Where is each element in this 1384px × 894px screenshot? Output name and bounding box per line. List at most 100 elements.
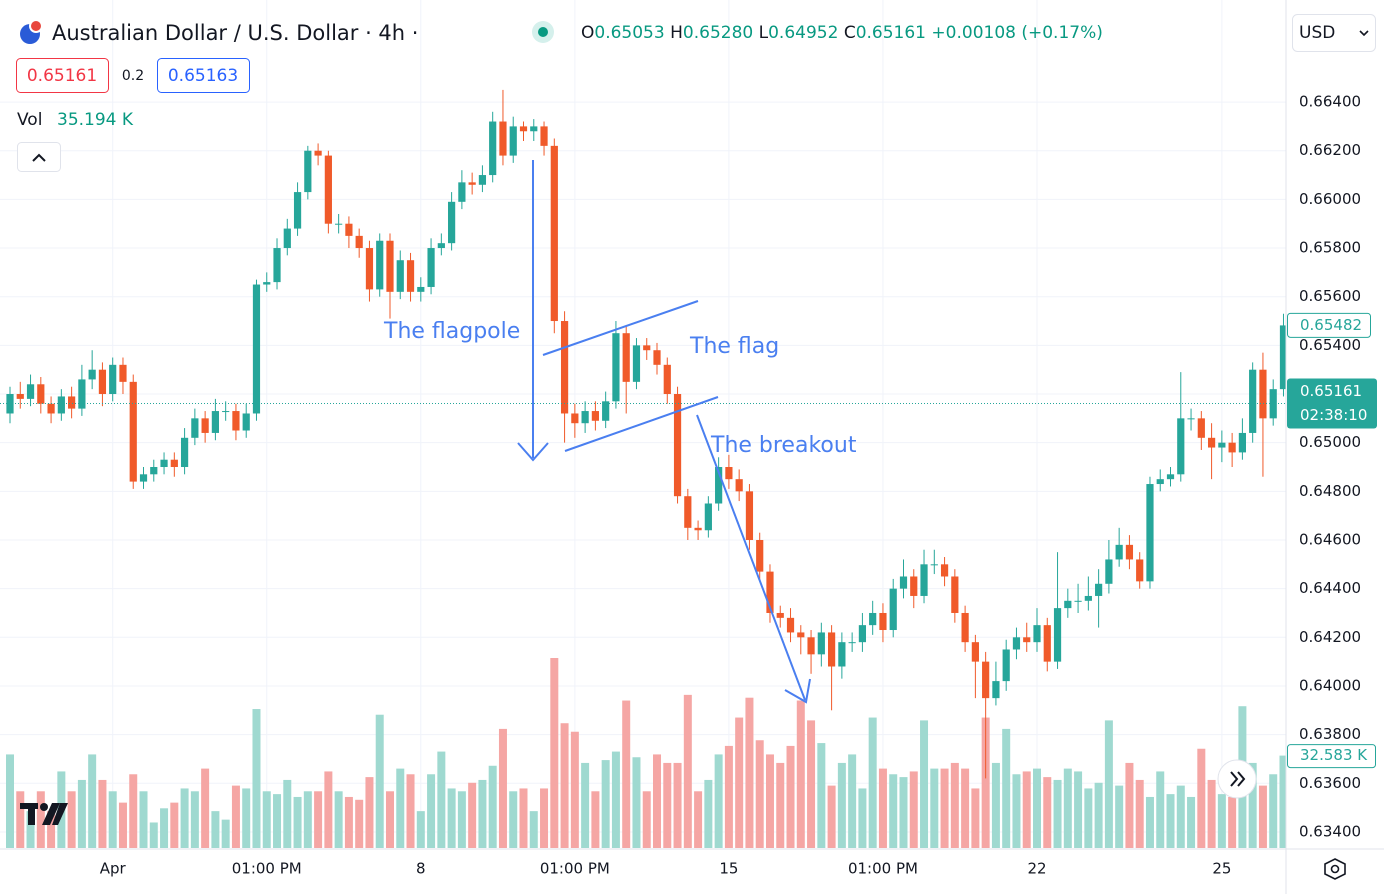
settings-icon[interactable] [1324, 858, 1346, 880]
collapse-button[interactable] [17, 142, 61, 172]
volume-bar [334, 791, 343, 848]
y-tick-label: 0.64400 [1299, 579, 1361, 597]
candle-body [1074, 600, 1082, 602]
arrow-head [784, 678, 811, 704]
candle-body [180, 437, 189, 468]
candle-body [910, 576, 918, 596]
spread: 0.2 [122, 68, 144, 84]
volume-bar [293, 796, 302, 848]
sell-button[interactable] [16, 58, 109, 93]
candles [6, 89, 1288, 779]
candle-body [273, 248, 281, 283]
volume-bar [714, 754, 723, 848]
candle-body [232, 411, 240, 431]
chevron-icon [32, 153, 46, 162]
candle-body [1033, 625, 1041, 643]
volume-bar [252, 709, 261, 848]
candle-body [869, 612, 877, 626]
volume-bar [498, 728, 507, 848]
ohlc-label: C [844, 23, 856, 43]
candle-body [519, 126, 528, 132]
volume-bar [1094, 782, 1103, 848]
price-tag [1287, 378, 1377, 429]
volume-bar [786, 745, 795, 848]
volume-bar [1012, 774, 1021, 848]
candle-body [530, 126, 538, 132]
candle-body [1238, 432, 1246, 453]
flag-upper [542, 300, 699, 356]
volume-bar [694, 791, 703, 848]
candle-body [591, 411, 599, 421]
volume-bar [529, 811, 538, 848]
volume-bar [457, 791, 466, 848]
volume-bar [673, 762, 682, 848]
flag-lower [564, 396, 719, 452]
x-tick-label: 01:00 PM [540, 860, 610, 878]
candle-body [1064, 600, 1072, 609]
volume-bar [488, 765, 497, 848]
candle-body [170, 459, 178, 468]
volume-bar [622, 700, 631, 848]
volume-bar [437, 751, 446, 848]
volume-bar [1135, 779, 1144, 848]
volume-bar [427, 774, 436, 848]
ohlc-header: O0.65053 H0.65280 L0.64952 C0.65161 +0.0… [581, 23, 1103, 43]
candle-body [1187, 418, 1195, 420]
candle-body [396, 260, 404, 292]
candle-body [756, 539, 764, 572]
candle-body [98, 369, 107, 395]
volume-bar [930, 768, 939, 848]
volume-bar [1269, 774, 1278, 848]
buy-button[interactable] [157, 58, 250, 93]
candle-body [1269, 389, 1277, 419]
candle-body [458, 182, 466, 202]
candle-body [1177, 418, 1185, 475]
candle-body [581, 411, 589, 424]
scroll-icon [1230, 771, 1239, 787]
logo-part [52, 803, 68, 825]
candle-body [139, 474, 148, 482]
volume-bar [817, 743, 826, 848]
ohlc-label: L [759, 23, 769, 43]
ohlc-value: 0.65280 [683, 23, 753, 43]
volume-bar [704, 779, 713, 848]
candle-body [684, 496, 692, 528]
ask-price: 0.65163 [168, 66, 238, 86]
symbol-title[interactable]: Australian Dollar / U.S. Dollar · 4h · [52, 21, 418, 45]
candle-body [1095, 583, 1103, 596]
y-tick-label: 0.66200 [1299, 141, 1361, 159]
volume-bar [67, 791, 76, 848]
volume-bar [1197, 748, 1206, 848]
volume-bar [1043, 777, 1052, 848]
volume-bar [1207, 779, 1216, 848]
volume-bar [283, 779, 292, 848]
volume-bar [365, 777, 374, 848]
currency-select[interactable] [1292, 14, 1376, 52]
candle-body [838, 642, 846, 667]
volume-bar [1084, 788, 1093, 848]
volume-bar [560, 723, 569, 848]
candle-body [1023, 637, 1031, 643]
volume-bar [1145, 796, 1154, 848]
annotation: The flag [689, 334, 779, 359]
candle-body [622, 333, 630, 382]
scroll-icon [1237, 771, 1246, 787]
volume-bar [190, 791, 199, 848]
last-price-tag [1287, 312, 1371, 338]
y-tick-label: 0.64000 [1299, 676, 1361, 694]
candle-body [1053, 608, 1062, 662]
candle-body [201, 418, 209, 433]
candle-body [745, 491, 754, 540]
volume-bar [262, 791, 271, 848]
candle-body [1156, 479, 1164, 485]
last-price-label: 0.65482 [1300, 316, 1362, 334]
candle-body [828, 632, 836, 667]
volume-bar [242, 788, 251, 848]
candle-body [417, 286, 425, 292]
volume-pane [6, 658, 1288, 848]
candle-body [1136, 559, 1144, 582]
y-tick-label: 0.65600 [1299, 287, 1361, 305]
volume-bar [611, 751, 620, 848]
candle-body [376, 240, 384, 290]
